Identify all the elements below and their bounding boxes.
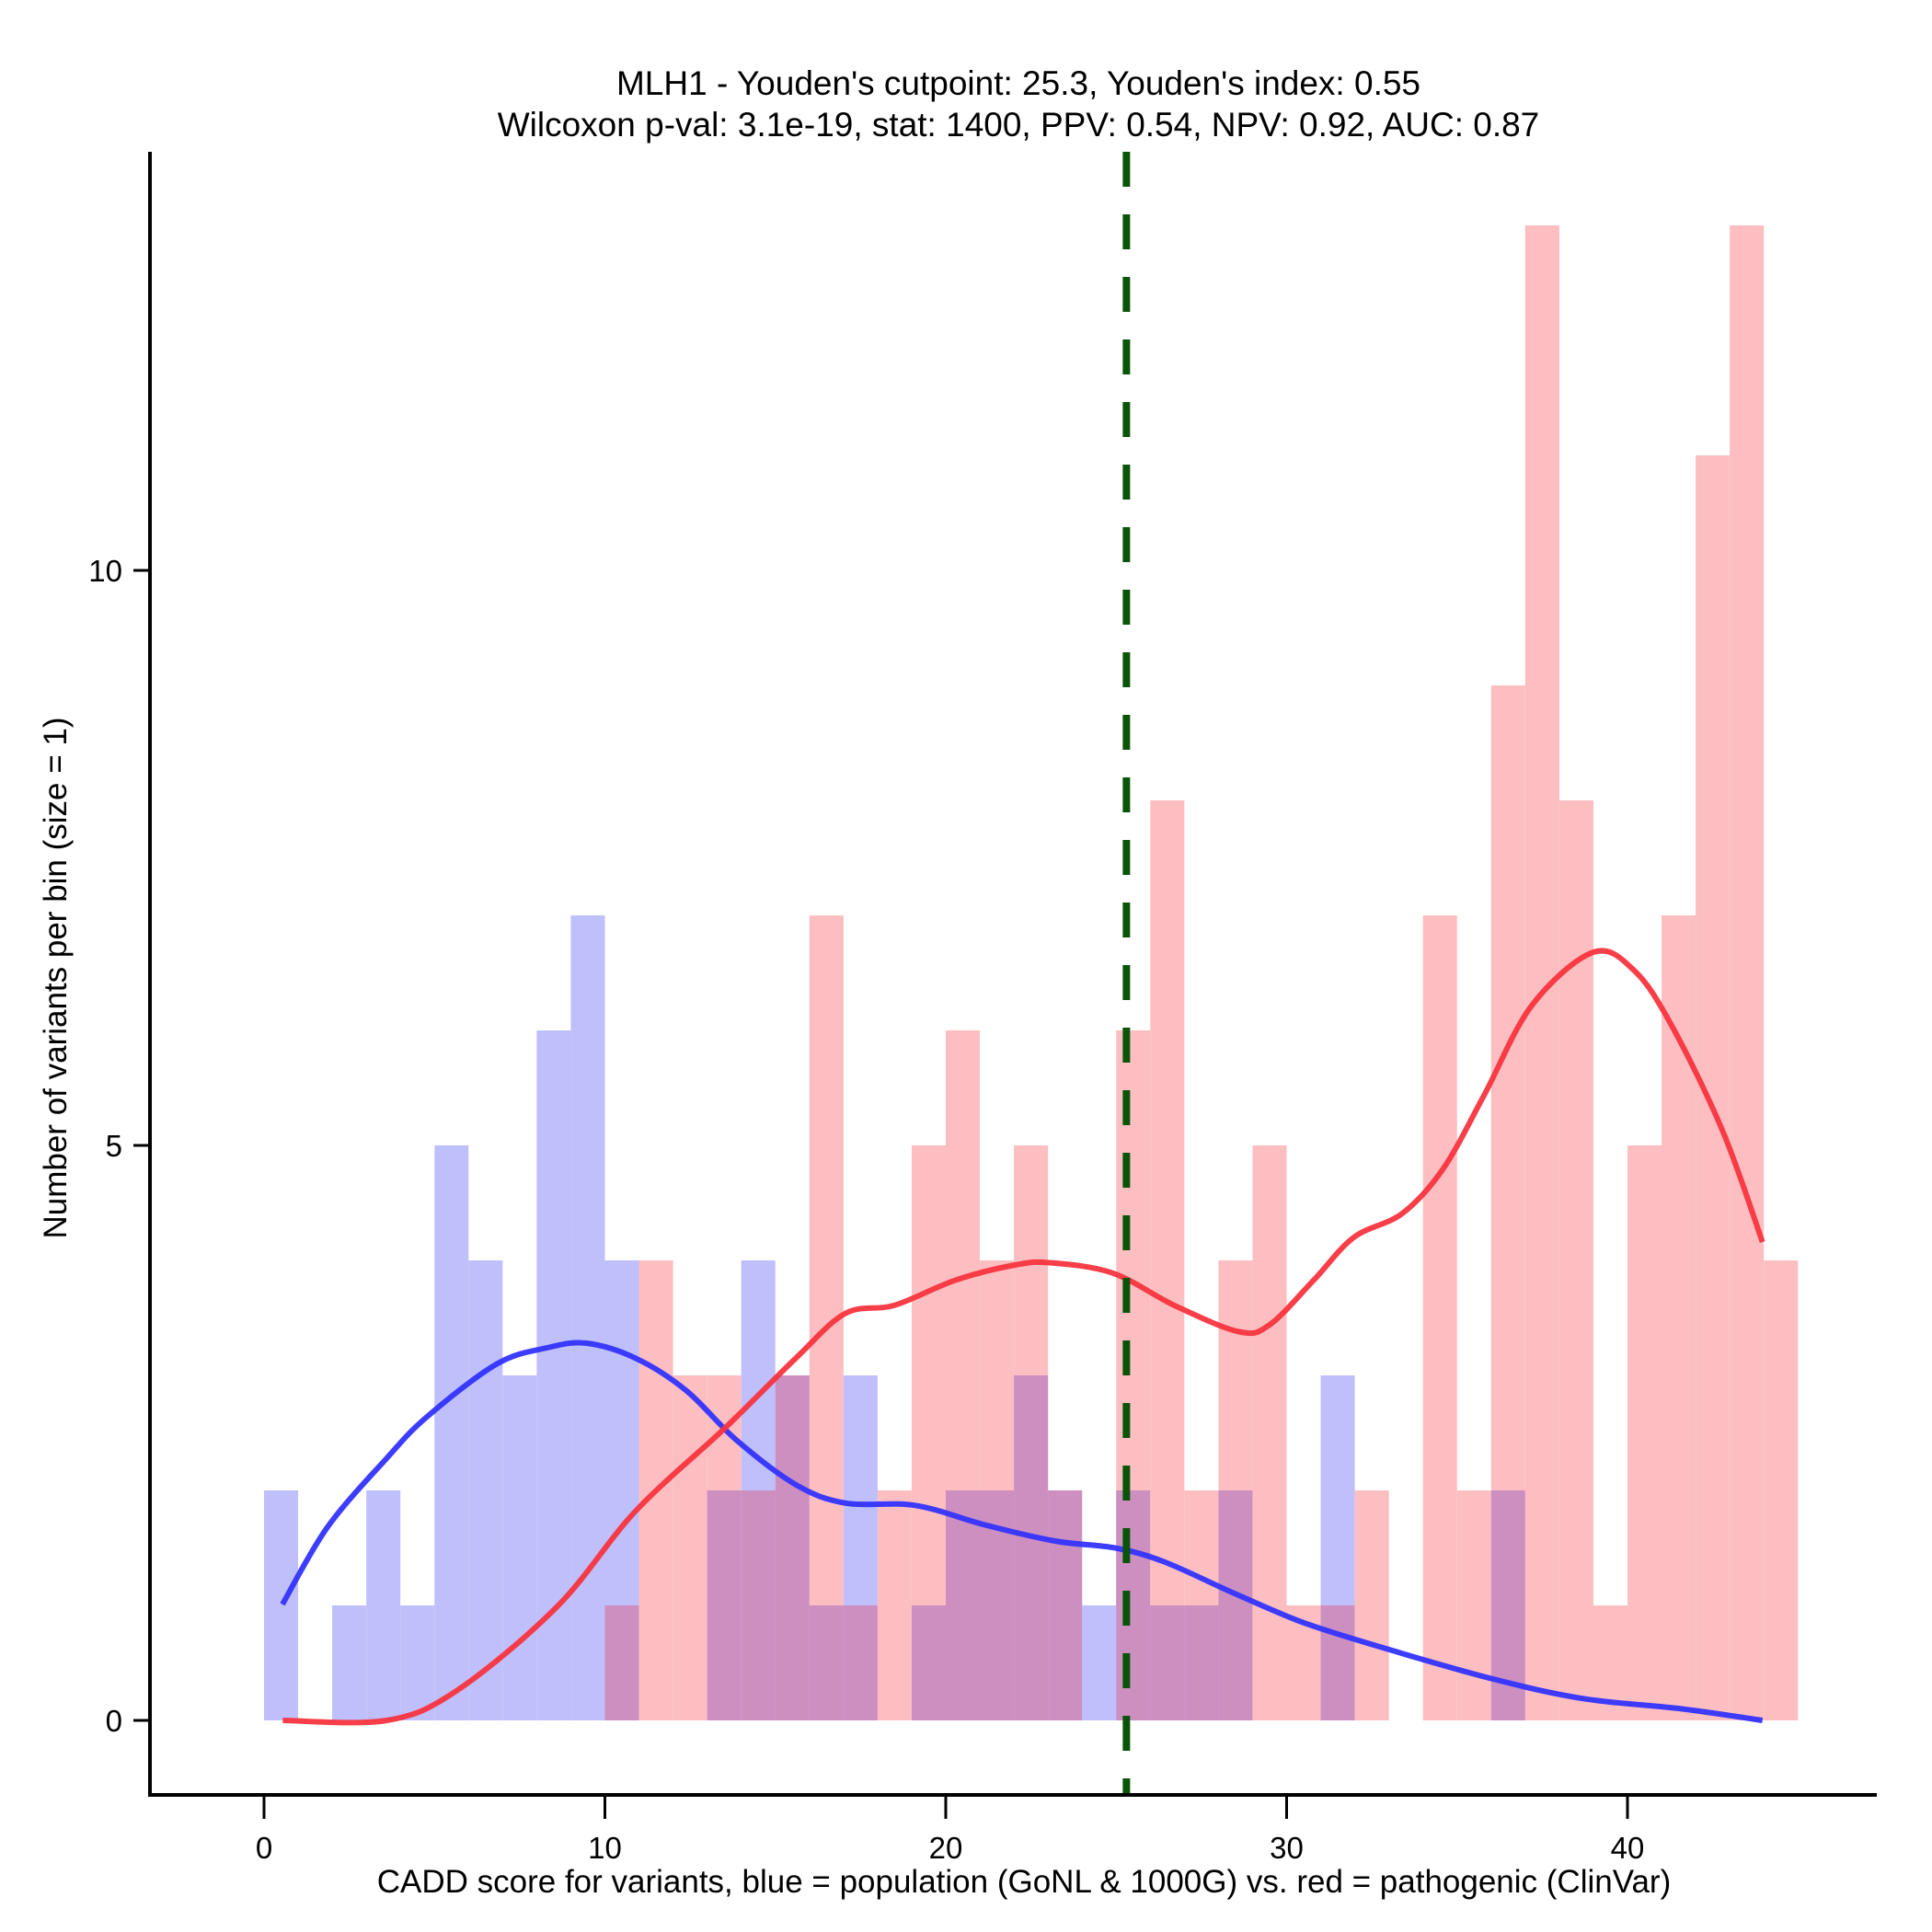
y-tick-label: 5 <box>106 1129 122 1163</box>
overlap-bar <box>741 1490 776 1720</box>
y-axis-label: Number of variants per bin (size = 1) <box>38 717 74 1238</box>
pathogenic-bar <box>1218 1260 1253 1490</box>
overlap-bar <box>1184 1605 1219 1720</box>
pathogenic-bar <box>1490 685 1525 1490</box>
pathogenic-bar <box>1184 1490 1219 1605</box>
x-tick-label: 40 <box>1611 1831 1645 1865</box>
pathogenic-bar <box>1627 1145 1662 1720</box>
pathogenic-bar <box>1252 1145 1287 1720</box>
pathogenic-bars <box>604 225 1799 1720</box>
population-bar <box>1082 1605 1117 1720</box>
overlap-bar <box>1014 1375 1049 1720</box>
chart-subtitle: Wilcoxon p-val: 3.1e-19, stat: 1400, PPV… <box>498 106 1540 144</box>
population-bar <box>536 1030 571 1720</box>
overlap-bar <box>911 1605 946 1720</box>
x-tick-label: 30 <box>1270 1831 1304 1865</box>
pathogenic-bar <box>1730 225 1765 1720</box>
pathogenic-bar <box>1456 1490 1491 1720</box>
chart-title: MLH1 - Youden's cutpoint: 25.3, Youden's… <box>616 64 1420 102</box>
overlap-bar <box>775 1375 810 1720</box>
pathogenic-bar <box>1764 1260 1799 1720</box>
ticks: 0 10 20 30 40 0 5 10 <box>88 554 1644 1865</box>
pathogenic-bar <box>1662 915 1696 1720</box>
population-bar <box>434 1145 469 1720</box>
population-bar <box>468 1260 503 1720</box>
overlap-bar <box>604 1605 639 1720</box>
overlap-bar <box>1116 1490 1151 1720</box>
overlap-bar <box>843 1605 878 1720</box>
overlap-bar <box>1320 1605 1355 1720</box>
population-density-line <box>280 1340 1764 1723</box>
overlap-bar <box>809 1605 844 1720</box>
pathogenic-bar <box>1354 1490 1389 1720</box>
x-tick-label: 0 <box>256 1831 272 1865</box>
pathogenic-bar <box>1150 800 1185 1605</box>
x-tick-label: 10 <box>588 1831 622 1865</box>
axes <box>148 152 1877 1797</box>
population-bar <box>264 1490 299 1720</box>
pathogenic-bar <box>707 1375 742 1490</box>
population-bar <box>502 1375 537 1720</box>
population-bar <box>332 1605 367 1720</box>
pathogenic-bar <box>1116 1030 1151 1490</box>
pathogenic-bar <box>673 1375 707 1720</box>
overlap-bar <box>1150 1605 1185 1720</box>
pathogenic-density-line <box>282 948 1765 1726</box>
pathogenic-bar <box>946 1030 981 1490</box>
overlap-bar <box>946 1490 981 1720</box>
density-lines <box>280 948 1765 1726</box>
y-tick-label: 0 <box>106 1704 122 1738</box>
x-tick-label: 20 <box>929 1831 963 1865</box>
pathogenic-bar <box>911 1145 946 1605</box>
y-tick-label: 10 <box>88 554 122 588</box>
population-bar <box>366 1490 401 1720</box>
pathogenic-bar <box>1524 225 1559 1720</box>
pathogenic-bar <box>809 915 844 1605</box>
overlap-bar <box>707 1490 742 1720</box>
overlap-bar <box>1048 1490 1083 1720</box>
x-axis-label: CADD score for variants, blue = populati… <box>377 1864 1672 1900</box>
pathogenic-bar <box>1422 915 1457 1720</box>
pathogenic-bar <box>980 1260 1015 1490</box>
pathogenic-bar <box>1558 800 1593 1720</box>
overlap-bar <box>1218 1490 1253 1720</box>
population-bar <box>400 1605 435 1720</box>
pathogenic-bar <box>877 1490 912 1720</box>
population-bar <box>570 915 605 1720</box>
